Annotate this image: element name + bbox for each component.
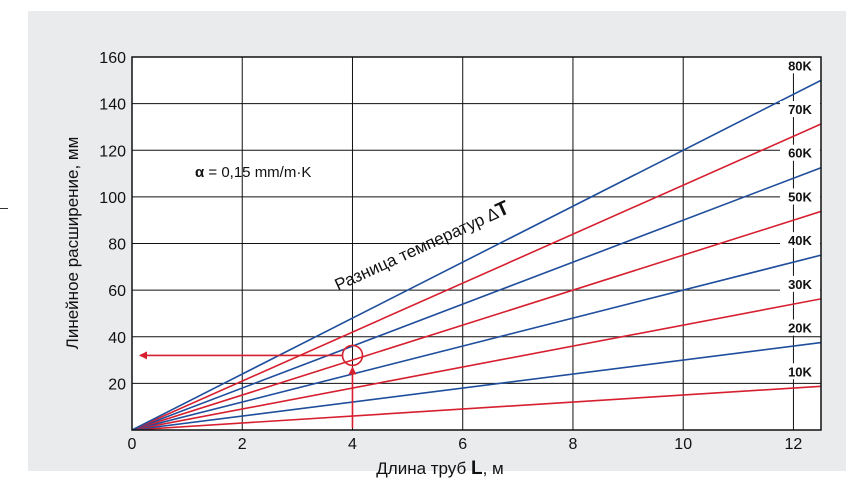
- x-tick-label: 8: [569, 436, 578, 453]
- series-line: [132, 341, 821, 430]
- x-axis-label: Длина труб L, м: [376, 458, 503, 479]
- series-label: 70K: [788, 102, 812, 117]
- y-axis-label: Линейное расширение, мм: [63, 137, 82, 350]
- x-tick-label: 0: [128, 436, 137, 453]
- series-line: [132, 254, 821, 430]
- margin-tick: [0, 208, 8, 209]
- y-tick-label: 120: [99, 143, 126, 160]
- series-label-bg: [780, 188, 820, 205]
- y-tick-label: 80: [108, 237, 126, 254]
- series-label-bg: [780, 232, 820, 249]
- plot-frame: [131, 56, 822, 431]
- series-label-bg: [780, 57, 820, 74]
- series-label-bg: [780, 363, 820, 380]
- series-line: [132, 298, 821, 430]
- series-label: 10K: [788, 364, 812, 379]
- y-tick-label: 140: [99, 97, 126, 114]
- y-tick-label: 60: [108, 283, 126, 300]
- series-label-bg: [780, 275, 820, 292]
- series-line: [132, 123, 821, 430]
- series-label-bg: [780, 319, 820, 336]
- series-labels: 10K 20K 30K 40K 50K 60K 70K 80K: [788, 58, 812, 379]
- y-tick-label: 160: [99, 50, 126, 67]
- series-label-backgrounds: [780, 57, 820, 380]
- y-tick-label: 20: [108, 376, 126, 393]
- series-label-bg: [780, 101, 820, 118]
- series-label: 80K: [788, 58, 812, 73]
- x-axis-label-unit: , м: [483, 459, 504, 478]
- series-lines: [132, 79, 821, 430]
- x-tick-label: 6: [458, 436, 467, 453]
- series-label: 20K: [788, 321, 812, 336]
- y-tick-label: 40: [108, 330, 126, 347]
- series-line: [132, 79, 821, 430]
- alpha-symbol: α: [195, 164, 205, 181]
- x-axis-label-symbol: L: [471, 458, 483, 479]
- grid: [132, 57, 821, 430]
- example-reading: [139, 344, 364, 428]
- x-tick-label: 4: [348, 436, 357, 453]
- alpha-annotation: α = 0,15 mm/m·K: [195, 164, 311, 181]
- x-axis-label-text: Длина труб: [376, 459, 471, 478]
- tick-labels: 0 2 4 6 8 10 12 20 40 60 80 100 120 140 160: [99, 50, 802, 453]
- series-label: 60K: [788, 146, 812, 161]
- alpha-value: = 0,15 mm/m·K: [204, 164, 311, 181]
- x-tick-label: 10: [674, 436, 692, 453]
- series-label: 40K: [788, 233, 812, 248]
- series-label-bg: [780, 144, 820, 161]
- series-line: [132, 210, 821, 430]
- series-line: [132, 385, 821, 430]
- y-tick-label: 100: [99, 190, 126, 207]
- x-tick-label: 12: [785, 436, 803, 453]
- series-line: [132, 166, 821, 430]
- series-label: 50K: [788, 189, 812, 204]
- x-tick-label: 2: [238, 436, 247, 453]
- series-label: 30K: [788, 277, 812, 292]
